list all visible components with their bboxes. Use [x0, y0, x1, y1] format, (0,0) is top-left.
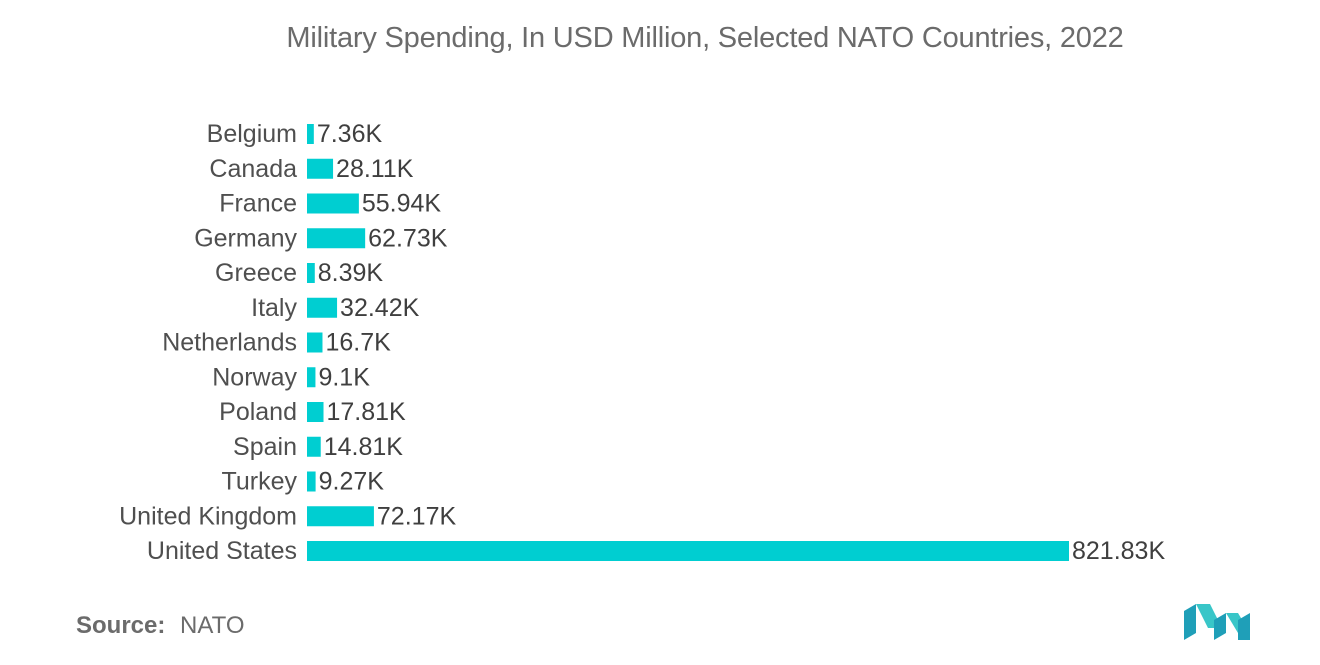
value-label: 821.83K [1072, 537, 1165, 565]
value-label: 9.27K [319, 468, 385, 496]
category-label: Canada [209, 155, 297, 183]
category-label: United Kingdom [119, 502, 297, 530]
value-label: 17.81K [327, 398, 407, 426]
source-line: Source: NATO [76, 612, 244, 640]
bar-italy [307, 297, 338, 318]
value-label: 32.42K [340, 294, 420, 322]
category-label: Norway [212, 363, 297, 391]
value-label: 9.1K [318, 363, 370, 391]
category-labels: Belgium Canada France Germany Greece Italy Net… [119, 120, 297, 565]
category-label: Spain [233, 433, 297, 461]
category-label: Germany [194, 224, 297, 252]
source-value: NATO [180, 612, 245, 639]
chart-title: Military Spending, In USD Million, Selec… [286, 22, 1124, 54]
value-label: 55.94K [362, 190, 442, 218]
logo-shape-middle [1214, 613, 1226, 640]
category-label: Italy [251, 294, 297, 322]
category-label: Netherlands [162, 329, 297, 357]
mordor-intelligence-logo-icon [1184, 604, 1250, 640]
bar-united-kingdom [307, 506, 374, 527]
value-label: 16.7K [325, 329, 391, 357]
bar-belgium [307, 124, 314, 144]
logo-shape-left [1184, 604, 1196, 640]
bar-poland [307, 402, 324, 422]
category-label: Belgium [207, 120, 297, 148]
category-label: France [219, 190, 297, 218]
category-label: Poland [219, 398, 297, 426]
value-label: 14.81K [324, 433, 404, 461]
category-label: Turkey [222, 468, 298, 496]
category-label: Greece [215, 259, 297, 287]
value-label: 72.17K [377, 502, 457, 530]
bar-united-states [307, 541, 1069, 561]
logo-shape-right [1238, 613, 1250, 640]
bars-layer [307, 124, 1069, 561]
bar-greece [307, 263, 315, 283]
source-label: Source: [76, 612, 166, 639]
value-labels: 7.36K 28.11K 55.94K 62.73K 8.39K 32.42K 16.7K 9… [317, 120, 1166, 565]
bar-france [307, 193, 359, 214]
bar-germany [307, 228, 366, 249]
bar-turkey [307, 471, 316, 492]
value-label: 8.39K [318, 259, 384, 287]
value-label: 7.36K [317, 120, 383, 148]
bar-spain [307, 436, 321, 457]
bar-norway [307, 367, 316, 388]
bar-canada [307, 158, 334, 179]
value-label: 28.11K [336, 155, 414, 183]
bar-netherlands [307, 332, 323, 353]
category-label: United States [147, 537, 297, 565]
value-label: 62.73K [368, 224, 448, 252]
